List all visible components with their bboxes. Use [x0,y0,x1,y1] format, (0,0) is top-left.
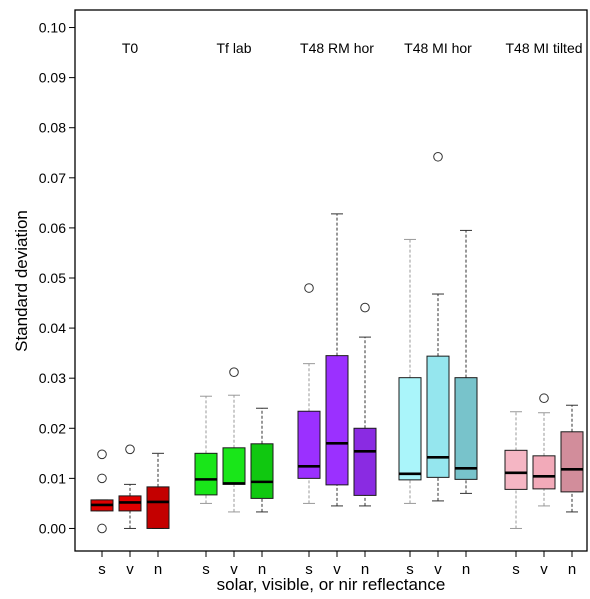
y-tick-label: 0.06 [39,220,66,236]
box [398,377,422,481]
outlier-point [539,393,549,404]
y-tick-label: 0.02 [39,420,66,436]
x-category-label: s [98,561,106,578]
y-tick-label: 0.10 [39,20,66,36]
x-category-label: n [568,561,576,578]
y-axis-title: Standard deviation [12,210,31,352]
x-category-label: s [202,561,210,578]
x-category-label: n [154,561,162,578]
y-tick-label: 0.01 [39,470,66,486]
box-group: T48 RM hor [297,40,377,507]
x-category-label: v [434,561,442,578]
x-axis-title: solar, visible, or nir reflectance [217,575,446,594]
x-category-label: s [512,561,520,578]
x-category-label: n [462,561,470,578]
box [353,427,377,496]
group-label: T48 MI tilted [505,40,582,56]
x-category-label: v [230,561,238,578]
box-group: T48 MI hor [398,40,478,504]
y-tick-label: 0.04 [39,320,66,336]
box [532,455,556,490]
box-group: Tf lab [194,40,274,513]
x-category-label: n [258,561,266,578]
group-label: T48 MI hor [404,40,472,56]
x-category-label: v [126,561,134,578]
outlier-point [97,473,107,484]
box-group: T48 MI tilted [504,40,584,529]
y-tick-label: 0.05 [39,270,66,286]
box-groups: T0 Tf lab T48 RM hor T48 MI hor T48 MI tilte… [90,40,584,534]
box [504,449,528,490]
outlier-point [97,449,107,460]
y-tick-label: 0.03 [39,370,66,386]
outlier-point [125,444,135,455]
group-label: T0 [122,40,139,56]
plot-frame [74,9,588,552]
group-label: T48 RM hor [300,40,374,56]
box [194,452,218,496]
box-group: T0 [90,40,170,534]
x-category-label: v [333,561,341,578]
box [297,410,321,479]
y-tick-label: 0.07 [39,170,66,186]
box [325,355,349,486]
x-category-label: v [540,561,548,578]
y-axis: 0.00 0.01 0.02 0.03 0.04 0.05 0.06 0.07 0.08 0.09… [39,20,75,536]
x-category-label: n [361,561,369,578]
x-category-label: s [406,561,414,578]
outlier-point [304,283,314,293]
outlier-point [229,367,239,377]
y-tick-label: 0.00 [39,520,66,536]
box [146,486,170,529]
box [426,355,450,478]
box [250,443,274,499]
outlier-point [433,151,443,162]
box [560,431,584,493]
group-label: Tf lab [216,40,251,56]
y-tick-label: 0.09 [39,70,66,86]
y-tick-label: 0.08 [39,120,66,136]
x-category-label: s [305,561,313,578]
outlier-point [97,523,107,534]
box [454,377,478,480]
outlier-point [360,302,370,313]
box [222,447,246,485]
